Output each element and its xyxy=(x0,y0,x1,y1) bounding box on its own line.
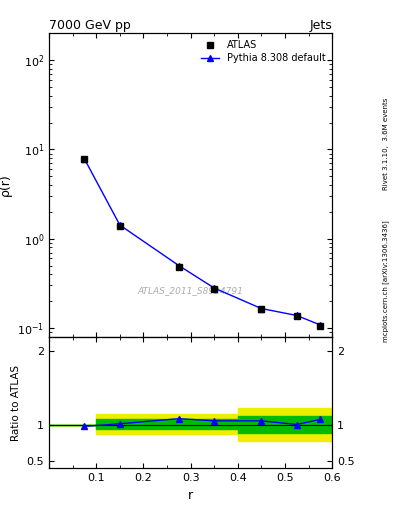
Pythia 8.308 default xyxy=(259,306,264,312)
ATLAS xyxy=(82,156,87,162)
Pythia 8.308 default xyxy=(118,222,122,228)
Legend: ATLAS, Pythia 8.308 default: ATLAS, Pythia 8.308 default xyxy=(199,38,327,65)
Pythia 8.308 default xyxy=(82,156,87,162)
Y-axis label: ρ(r): ρ(r) xyxy=(0,174,12,196)
ATLAS xyxy=(118,223,122,229)
Text: Rivet 3.1.10,  3.6M events: Rivet 3.1.10, 3.6M events xyxy=(383,97,389,189)
Text: ATLAS_2011_S8924791: ATLAS_2011_S8924791 xyxy=(138,287,244,295)
ATLAS xyxy=(176,264,181,270)
Y-axis label: Ratio to ATLAS: Ratio to ATLAS xyxy=(11,365,21,441)
Line: ATLAS: ATLAS xyxy=(81,156,323,329)
Text: 7000 GeV pp: 7000 GeV pp xyxy=(49,19,131,32)
Pythia 8.308 default xyxy=(212,285,217,291)
Pythia 8.308 default xyxy=(318,322,323,328)
Text: mcplots.cern.ch [arXiv:1306.3436]: mcplots.cern.ch [arXiv:1306.3436] xyxy=(382,221,389,343)
X-axis label: r: r xyxy=(188,489,193,502)
Line: Pythia 8.308 default: Pythia 8.308 default xyxy=(81,156,323,328)
Pythia 8.308 default xyxy=(294,312,299,318)
Pythia 8.308 default xyxy=(176,263,181,269)
ATLAS xyxy=(212,286,217,292)
ATLAS xyxy=(294,313,299,319)
ATLAS xyxy=(318,323,323,329)
Text: Jets: Jets xyxy=(309,19,332,32)
ATLAS xyxy=(259,306,264,312)
